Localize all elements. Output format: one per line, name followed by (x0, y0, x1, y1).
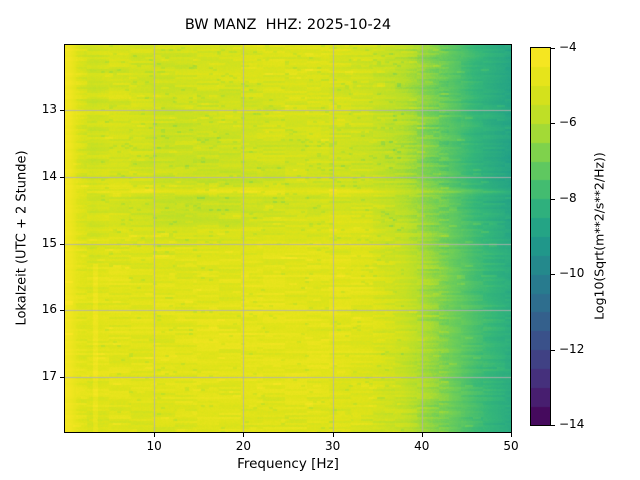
x-tick-mark (154, 433, 156, 437)
colorbar-tick-mark (551, 123, 555, 125)
x-tick-label: 20 (235, 439, 252, 453)
y-tick-label: 13 (41, 102, 57, 116)
y-axis-label: Lokalzeit (UTC + 2 Stunde) (14, 150, 30, 326)
y-tick-label: 14 (41, 168, 57, 183)
colorbar-tick-mark (551, 198, 555, 200)
y-tick-mark (60, 110, 64, 111)
chart-title: BW MANZ HHZ: 2025-10-24 (184, 17, 392, 33)
colorbar (530, 47, 551, 426)
colorbar-tick-label: −8 (559, 190, 577, 205)
colorbar-tick-label: −4 (559, 40, 577, 54)
x-tick-label: 50 (503, 439, 519, 453)
x-tick-label: 30 (324, 439, 341, 453)
y-tick-mark (60, 176, 64, 178)
spectrogram-heatmap (65, 45, 511, 432)
colorbar-label: Log10(Sqrt(m**2/s**2/Hz)) (591, 152, 607, 320)
colorbar-tick-mark (551, 425, 555, 426)
x-tick-mark (421, 433, 423, 437)
colorbar-tick-label: −14 (559, 417, 585, 431)
y-tick-label: 17 (41, 369, 57, 383)
colorbar-tick-label: −6 (559, 115, 577, 130)
y-tick-mark (60, 310, 64, 312)
colorbar-tick-label: −10 (559, 266, 585, 281)
x-tick-mark (243, 433, 245, 437)
colorbar-tick-label: −12 (559, 341, 585, 356)
y-tick-label: 16 (41, 302, 57, 317)
x-axis-label: Frequency [Hz] (237, 456, 339, 472)
x-tick-mark (511, 433, 512, 437)
x-tick-label: 40 (414, 439, 430, 453)
colorbar-tick-mark (551, 48, 555, 49)
plot-area (64, 44, 512, 433)
x-tick-mark (332, 433, 334, 437)
y-tick-mark (60, 243, 64, 245)
colorbar-tick-mark (551, 274, 555, 276)
y-tick-label: 15 (41, 235, 57, 250)
y-tick-mark (60, 377, 64, 378)
x-tick-label: 10 (146, 439, 162, 453)
colorbar-tick-mark (551, 349, 555, 351)
colorbar-gradient (531, 48, 550, 425)
